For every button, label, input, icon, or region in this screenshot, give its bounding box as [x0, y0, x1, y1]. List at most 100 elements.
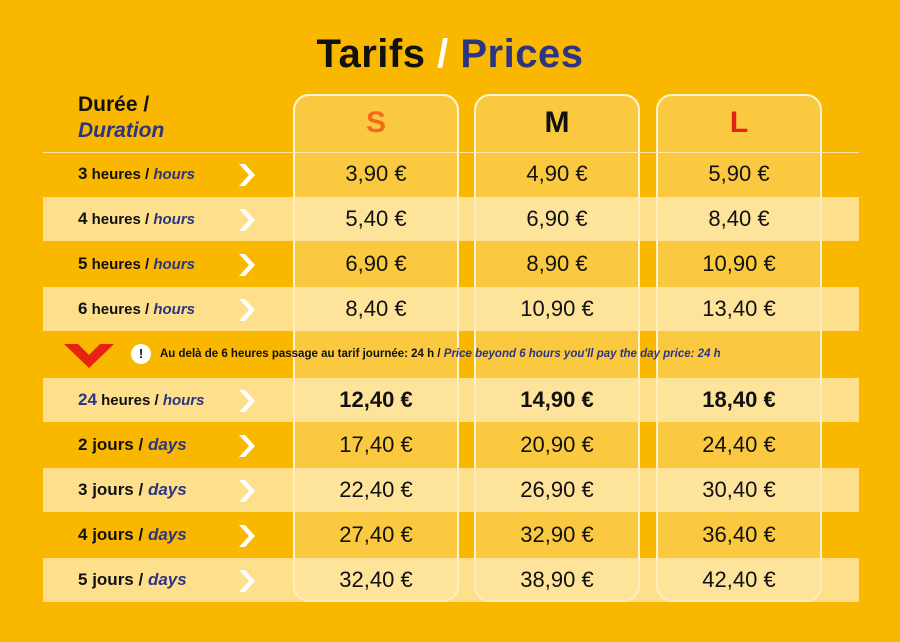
duration-separator: /	[138, 480, 144, 499]
price-cell-s: 32,40 €	[339, 567, 413, 592]
duration-number: 3	[78, 480, 88, 499]
price-cell-s: 12,40 €	[339, 387, 413, 412]
notice-text-fr: Au delà de 6 heures passage au tarif jou…	[160, 348, 441, 360]
duration-number: 6	[78, 299, 88, 318]
price-cell-m: 6,90 €	[526, 206, 588, 231]
notice-text-en: Price beyond 6 hours you'll pay the day …	[443, 348, 721, 360]
duration-separator: /	[154, 392, 159, 409]
table-row: 5 heures / hours 6,90 € 8,90 € 10,90 €	[43, 242, 859, 286]
price-cell-s: 17,40 €	[339, 432, 413, 457]
price-cell-l: 5,90 €	[708, 161, 770, 186]
chevron-down-icon	[64, 344, 114, 368]
page-title: Tarifs / Prices	[0, 32, 900, 77]
duration-separator: /	[145, 301, 150, 318]
title-slash: /	[437, 32, 449, 76]
price-cell-l: 30,40 €	[702, 477, 776, 502]
duration-header-en: Duration	[78, 119, 165, 142]
price-cell-l: 8,40 €	[708, 206, 770, 231]
chevron-right-icon	[239, 390, 255, 412]
duration-header-fr: Durée /	[78, 93, 150, 116]
duration-separator: /	[138, 435, 144, 454]
duration-number: 4	[78, 525, 88, 544]
duration-number: 5	[78, 570, 88, 589]
duration-unit: heures	[91, 166, 141, 183]
price-cell-m: 4,90 €	[526, 161, 588, 186]
table-row: 24 heures / hours 12,40 € 14,90 € 18,40 €	[43, 378, 859, 422]
duration-number: 2	[78, 435, 88, 454]
row-duration-label: 6 heures / hours	[78, 287, 195, 331]
chevron-right-icon	[239, 164, 255, 186]
duration-unit: jours	[92, 525, 134, 544]
duration-number: 5	[78, 254, 88, 273]
duration-separator: /	[145, 211, 150, 228]
duration-unit: heures	[91, 211, 141, 228]
duration-unit-en: days	[147, 480, 187, 499]
price-cell-m: 10,90 €	[520, 296, 594, 321]
column-box-s	[293, 94, 459, 602]
duration-unit: jours	[92, 435, 134, 454]
table-row: 4 jours / days 27,40 € 32,90 € 36,40 €	[43, 513, 859, 557]
chevron-right-icon	[239, 570, 255, 592]
duration-unit-en: days	[147, 435, 187, 454]
row-duration-label: 4 heures / hours	[78, 197, 195, 241]
duration-unit: heures	[101, 392, 151, 409]
table-row: 2 jours / days 17,40 € 20,90 € 24,40 €	[43, 423, 859, 467]
chevron-right-icon	[239, 435, 255, 457]
row-duration-label: 24 heures / hours	[78, 378, 204, 422]
duration-number: 24	[78, 390, 97, 409]
column-box-m	[474, 94, 640, 602]
duration-unit: jours	[92, 480, 134, 499]
price-cell-l: 18,40 €	[702, 387, 776, 412]
price-cell-l: 10,90 €	[702, 251, 776, 276]
price-cell-m: 14,90 €	[520, 387, 594, 412]
title-fr: Tarifs	[316, 32, 426, 76]
row-duration-label: 5 heures / hours	[78, 242, 195, 286]
exclamation-icon: !	[131, 344, 151, 364]
price-cell-m: 20,90 €	[520, 432, 594, 457]
price-cell-s: 8,40 €	[345, 296, 407, 321]
duration-separator: /	[145, 166, 150, 183]
duration-unit-en: hours	[153, 166, 196, 183]
row-duration-label: 3 heures / hours	[78, 152, 195, 196]
row-duration-label: 4 jours / days	[78, 513, 187, 557]
price-cell-m: 8,90 €	[526, 251, 588, 276]
price-cell-m: 38,90 €	[520, 567, 594, 592]
table-row: 6 heures / hours 8,40 € 10,90 € 13,40 €	[43, 287, 859, 331]
duration-separator: /	[145, 256, 150, 273]
duration-separator: /	[138, 570, 144, 589]
duration-number: 3	[78, 164, 88, 183]
price-cell-l: 24,40 €	[702, 432, 776, 457]
price-cell-m: 26,90 €	[520, 477, 594, 502]
duration-unit-en: hours	[153, 256, 196, 273]
chevron-right-icon	[239, 254, 255, 276]
table-row: 4 heures / hours 5,40 € 6,90 € 8,40 €	[43, 197, 859, 241]
column-header-s: S	[365, 106, 386, 139]
duration-unit-en: hours	[162, 392, 205, 409]
duration-unit: heures	[91, 256, 141, 273]
price-cell-s: 22,40 €	[339, 477, 413, 502]
chevron-right-icon	[239, 299, 255, 321]
duration-separator: /	[138, 525, 144, 544]
column-header-l: L	[729, 106, 749, 139]
chevron-right-icon	[239, 209, 255, 231]
row-duration-label: 2 jours / days	[78, 423, 187, 467]
duration-header: Durée / Duration	[78, 92, 164, 144]
duration-unit-en: hours	[153, 301, 196, 318]
row-duration-label: 3 jours / days	[78, 468, 187, 512]
duration-unit: heures	[91, 301, 141, 318]
table-row: 3 jours / days 22,40 € 26,90 € 30,40 €	[43, 468, 859, 512]
table-row: 5 jours / days 32,40 € 38,90 € 42,40 €	[43, 558, 859, 602]
price-cell-l: 36,40 €	[702, 522, 776, 547]
header-divider	[43, 152, 859, 153]
price-cell-s: 5,40 €	[345, 206, 407, 231]
price-cell-l: 13,40 €	[702, 296, 776, 321]
price-cell-s: 3,90 €	[345, 161, 407, 186]
notice-text: Au delà de 6 heures passage au tarif jou…	[160, 338, 721, 370]
chevron-right-icon	[239, 480, 255, 502]
duration-unit: jours	[92, 570, 134, 589]
table-row: 3 heures / hours 3,90 € 4,90 € 5,90 €	[43, 152, 859, 196]
row-duration-label: 5 jours / days	[78, 558, 187, 602]
duration-number: 4	[78, 209, 88, 228]
price-cell-l: 42,40 €	[702, 567, 776, 592]
duration-unit-en: hours	[153, 211, 196, 228]
